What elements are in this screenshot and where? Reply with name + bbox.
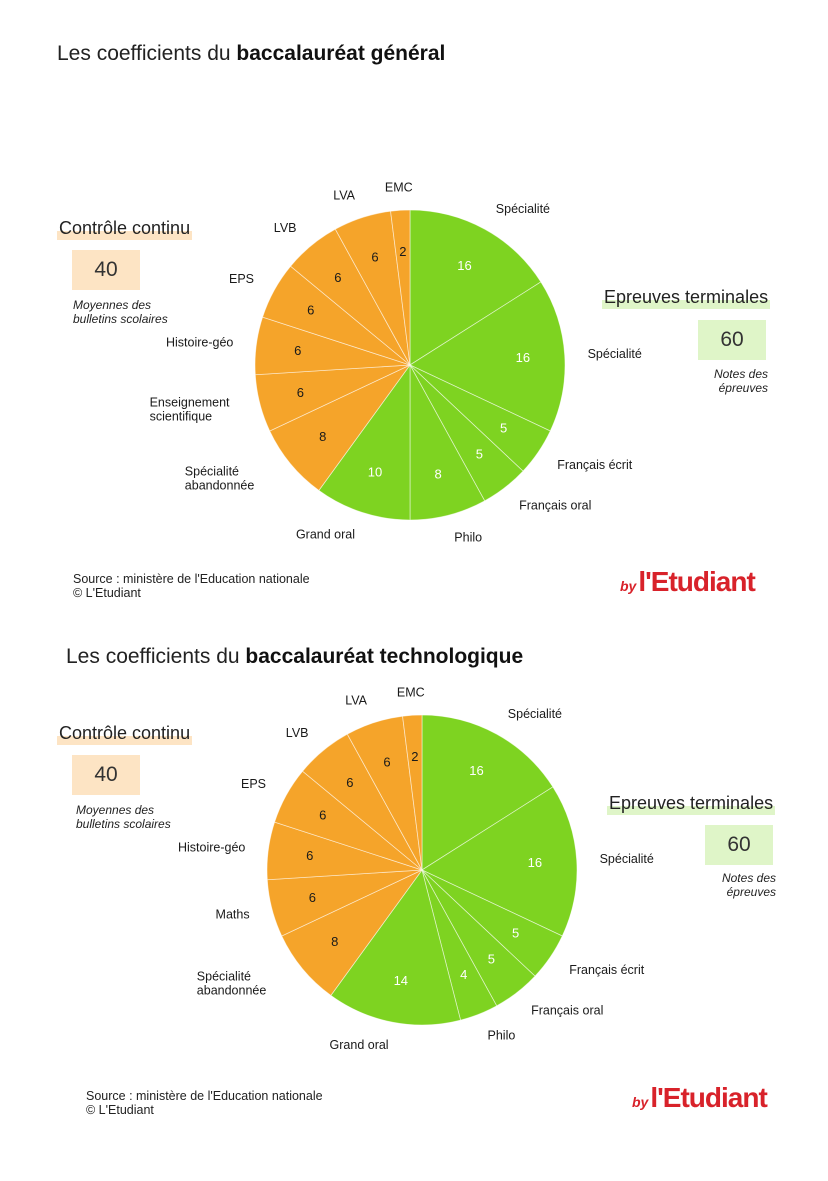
slice-value-label: 16 [516, 350, 530, 365]
slice-category-label: Philo [488, 1029, 516, 1043]
slice-value-label: 8 [434, 467, 441, 482]
slice-category-label: LVA [345, 694, 367, 708]
controle-continu-total: 40 [72, 755, 140, 795]
letudiant-logo: byl'Etudiant [632, 1082, 768, 1113]
controle-continu-title: Contrôle continu [57, 218, 193, 240]
source-text: Source : ministère de l'Education nation… [86, 1089, 323, 1117]
pie-chart: 16 Spécialité 16 Spécialité 5 Français écrit 5… [150, 180, 642, 544]
slice-category-label: Grand oral [296, 527, 355, 541]
chart-panel-general: Les coefficients du baccalauréat général… [57, 42, 771, 600]
slice-value-label: 2 [399, 244, 406, 259]
slice-value-label: 5 [476, 446, 483, 461]
pie-slice [421, 714, 554, 871]
slice-value-label: 2 [411, 749, 418, 764]
pie-slice [318, 363, 411, 521]
slice-category-label: Français oral [531, 1004, 603, 1018]
epreuves-terminales-note: Notes des épreuves [721, 871, 776, 899]
slice-category-label: Spécialité [508, 707, 562, 721]
slice-category-label: Spécialité abandonnée [197, 970, 267, 998]
slice-category-label: EMC [385, 180, 413, 194]
epreuves-terminales-title: Epreuves terminales [607, 793, 776, 815]
epreuves-terminales-total: 60 [698, 320, 766, 360]
controle-continu-note: Moyennes des bulletins scolaires [73, 298, 168, 326]
slice-category-label: Français oral [519, 499, 591, 513]
controle-continu-total: 40 [72, 250, 140, 290]
slice-category-label: Spécialité abandonnée [185, 465, 255, 493]
slice-value-label: 6 [294, 343, 301, 358]
controle-continu-title: Contrôle continu [57, 723, 193, 745]
letudiant-logo: byl'Etudiant [620, 566, 756, 597]
pie-slice [409, 209, 542, 366]
source-text: Source : ministère de l'Education nation… [73, 572, 310, 600]
chart-title: Les coefficients du baccalauréat général [57, 42, 446, 65]
slice-category-label: Français écrit [557, 458, 633, 472]
pie-slice [421, 786, 578, 937]
slice-category-label: Enseignement scientifique [150, 395, 230, 423]
slice-category-label: Histoire-géo [166, 336, 233, 350]
slice-value-label: 6 [319, 808, 326, 823]
slice-value-label: 16 [528, 855, 542, 870]
slice-value-label: 16 [457, 258, 471, 273]
slice-category-label: LVA [333, 189, 355, 203]
slice-value-label: 6 [297, 385, 304, 400]
slice-value-label: 8 [319, 429, 326, 444]
slice-value-label: 6 [334, 270, 341, 285]
slice-value-label: 8 [331, 934, 338, 949]
slice-value-label: 6 [307, 303, 314, 318]
slice-value-label: 14 [394, 973, 408, 988]
slice-value-label: 5 [488, 951, 495, 966]
slice-category-label: Spécialité [496, 202, 550, 216]
slice-value-label: 5 [512, 926, 519, 941]
slice-value-label: 6 [371, 249, 378, 264]
slice-value-label: 16 [469, 763, 483, 778]
slice-category-label: Grand oral [330, 1038, 389, 1052]
slice-value-label: 6 [346, 775, 353, 790]
pie-slice [402, 714, 423, 871]
slice-value-label: 6 [306, 848, 313, 863]
slice-category-label: Spécialité [600, 852, 654, 866]
slice-category-label: Spécialité [588, 347, 642, 361]
slice-category-label: LVB [274, 221, 297, 235]
pie-slice [409, 281, 566, 432]
pie-slice [390, 209, 411, 366]
slice-category-label: Maths [216, 907, 250, 921]
chart-title: Les coefficients du baccalauréat technol… [66, 645, 524, 668]
chart-panel-technologique: Les coefficients du baccalauréat technol… [0, 615, 828, 1175]
slice-category-label: Philo [454, 530, 482, 544]
pie-chart: 16 Spécialité 16 Spécialité 5 Français écrit 5… [178, 685, 654, 1052]
epreuves-terminales-note: Notes des épreuves [713, 367, 768, 395]
slice-category-label: LVB [286, 726, 309, 740]
epreuves-terminales-title: Epreuves terminales [602, 287, 771, 309]
controle-continu-note: Moyennes des bulletins scolaires [76, 803, 171, 831]
epreuves-terminales-total: 60 [705, 825, 773, 865]
slice-category-label: EPS [241, 777, 266, 791]
slice-category-label: EMC [397, 685, 425, 699]
slice-category-label: Français écrit [569, 963, 645, 977]
pie-slice [330, 869, 462, 1026]
slice-category-label: Histoire-géo [178, 841, 245, 855]
slice-value-label: 4 [460, 967, 467, 982]
slice-value-label: 6 [383, 754, 390, 769]
slice-value-label: 5 [500, 421, 507, 436]
slice-category-label: EPS [229, 272, 254, 286]
slice-value-label: 10 [368, 465, 382, 480]
slice-value-label: 6 [309, 890, 316, 905]
